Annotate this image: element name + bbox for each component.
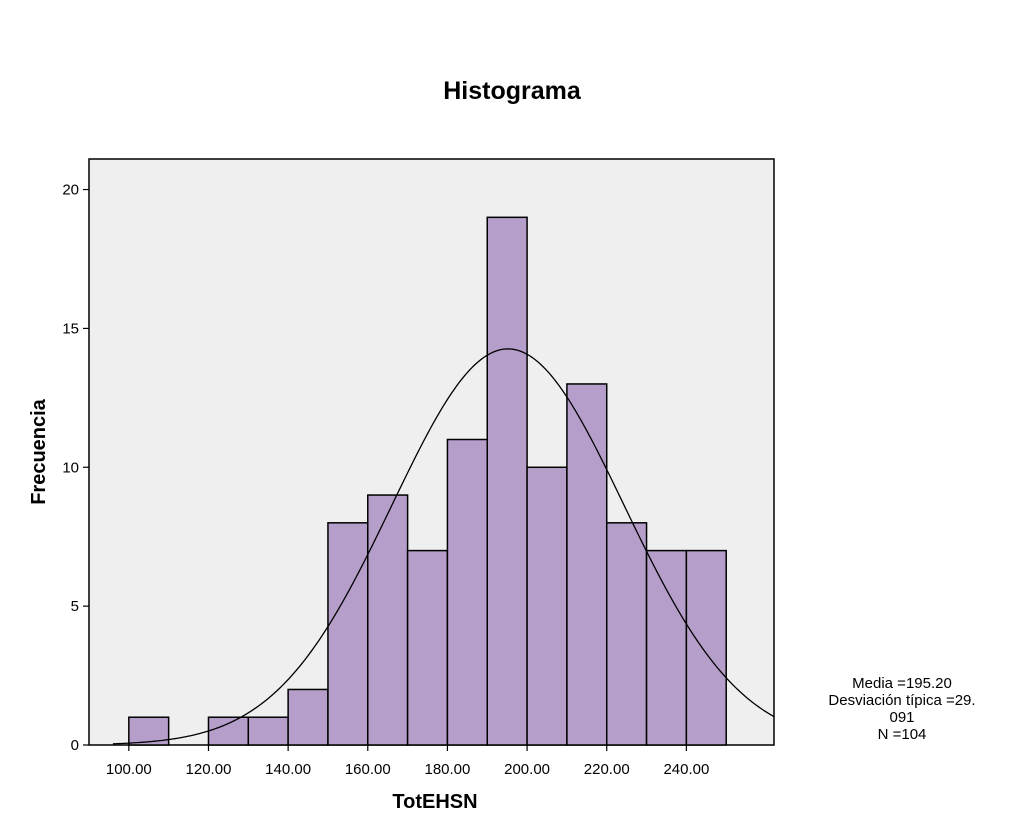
histogram-bar-200 — [526, 466, 568, 746]
stats-n: N =104 — [878, 726, 927, 743]
histogram-bar-150 — [327, 522, 369, 746]
histogram-bar-120 — [207, 716, 250, 746]
histogram-bar-220 — [605, 522, 648, 746]
bars-group — [128, 216, 727, 746]
histogram-bar-180 — [446, 438, 489, 746]
x-axis-title: TotEHSN — [392, 791, 477, 813]
histogram-bar-190 — [486, 216, 528, 746]
x-tick-label: 220.00 — [584, 761, 630, 778]
histogram-bar-230 — [645, 549, 688, 746]
y-tick-label: 15 — [62, 320, 79, 337]
histogram-bar-100 — [128, 716, 170, 746]
histogram-bar-130 — [247, 716, 289, 746]
y-axis-title: Frecuencia — [28, 398, 50, 504]
x-tick-label: 200.00 — [504, 761, 550, 778]
x-tick-label: 120.00 — [186, 761, 232, 778]
x-tick-label: 180.00 — [424, 761, 470, 778]
x-tick-label: 140.00 — [265, 761, 311, 778]
y-axis: 0 5 10 15 20 — [62, 182, 89, 754]
y-tick-label: 20 — [62, 182, 79, 199]
x-axis: 100.00 120.00 140.00 160.00 180.00 200.00 220.… — [106, 745, 709, 778]
y-tick-label: 5 — [71, 598, 79, 615]
histogram-bar-170 — [406, 549, 449, 746]
stats-sd: Desviación típica =29. — [828, 692, 975, 709]
histogram-bar-210 — [566, 383, 608, 746]
normal-curve — [112, 348, 775, 745]
x-tick-label: 160.00 — [345, 761, 391, 778]
histogram-bar-240 — [685, 549, 727, 746]
stats-sd-cont: 091 — [889, 709, 914, 726]
histogram-bar-140 — [287, 688, 329, 746]
stats-mean: Media =195.20 — [852, 675, 952, 692]
histogram-bar-160 — [367, 494, 409, 746]
y-tick-label: 10 — [62, 459, 79, 476]
chart-title: Histograma — [443, 77, 582, 105]
y-tick-label: 0 — [71, 737, 79, 754]
x-tick-label: 100.00 — [106, 761, 152, 778]
x-tick-label: 240.00 — [663, 761, 709, 778]
